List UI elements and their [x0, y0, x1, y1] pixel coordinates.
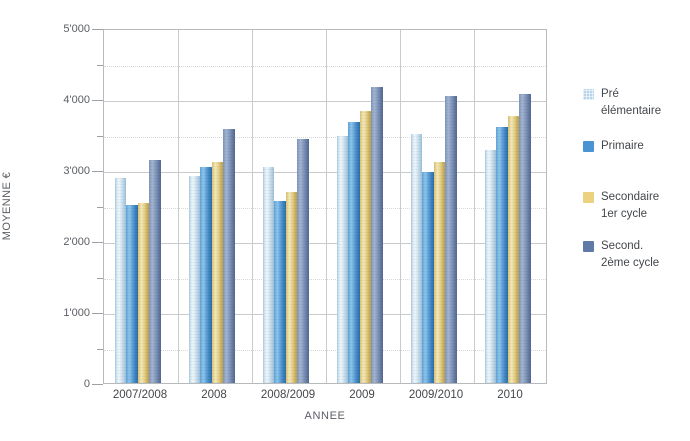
- category-separator: [474, 30, 475, 383]
- gridline-major: [104, 243, 546, 244]
- gridline-major: [104, 314, 546, 315]
- bar-2009-series-3: [371, 86, 383, 384]
- legend-swatch-icon: [583, 241, 594, 252]
- category-label: 2007/2008: [112, 389, 168, 401]
- legend-label: Secondaire 1er cycle: [601, 191, 660, 220]
- bar-2009-2010-series-0: [410, 134, 422, 383]
- gridline-minor: [104, 65, 546, 67]
- y-tick-minor: [97, 64, 103, 66]
- gridline-minor: [104, 278, 546, 280]
- y-axis-title: MOYENNE €: [1, 171, 13, 241]
- category-label: 2009: [349, 389, 375, 401]
- y-tick-major: [92, 242, 103, 243]
- bar-2008-series-3: [223, 129, 235, 383]
- y-tick-label: 4'000: [63, 94, 90, 106]
- bar-2010-series-3: [519, 94, 531, 383]
- category-label: 2008/2009: [260, 389, 316, 401]
- y-tick-major: [92, 313, 103, 314]
- gridline-minor: [104, 207, 546, 209]
- bar-2008-2009-series-3: [297, 139, 309, 383]
- bar-2010-series-2: [507, 115, 519, 384]
- bar-2010-series-0: [484, 149, 496, 384]
- plot-area: [103, 29, 547, 384]
- gridline-minor: [104, 349, 546, 351]
- legend-item-series-3: Second. 2ème cycle: [583, 238, 659, 272]
- x-axis-title: ANNEE: [304, 410, 346, 422]
- bar-2008-series-0: [188, 175, 200, 384]
- y-tick-minor: [97, 135, 103, 137]
- bar-2009-series-1: [348, 122, 360, 383]
- bar-2009-2010-series-2: [433, 162, 445, 383]
- bar-2008-2009-series-0: [262, 167, 274, 383]
- bar-2010-series-1: [496, 126, 508, 384]
- y-tick-label: 5'000: [63, 23, 90, 35]
- category-label: 2009/2010: [408, 389, 464, 401]
- y-tick-label: 2'000: [63, 236, 90, 248]
- category-label: 2008: [201, 389, 227, 401]
- y-tick-minor: [97, 348, 103, 350]
- bar-2007-2008-series-3: [149, 160, 161, 383]
- bar-2008-2009-series-2: [285, 192, 297, 383]
- legend-swatch-icon: [583, 141, 594, 152]
- category-separator: [178, 30, 179, 383]
- y-tick-major: [92, 100, 103, 101]
- legend-item-series-1: Primaire: [583, 138, 644, 155]
- category-label: 2010: [497, 389, 523, 401]
- legend-label: Primaire: [601, 140, 644, 152]
- y-tick-label: 0: [83, 378, 90, 390]
- legend-item-series-0: Pré élémentaire: [583, 86, 661, 120]
- bar-2007-2008-series-0: [114, 178, 126, 383]
- y-tick-minor: [97, 277, 103, 279]
- gridline-major: [104, 101, 546, 102]
- bar-2007-2008-series-2: [137, 202, 149, 384]
- bar-2008-2009-series-1: [274, 200, 286, 384]
- legend-label: Pré élémentaire: [601, 88, 662, 117]
- bar-2009-series-2: [359, 110, 371, 384]
- y-tick-major: [92, 171, 103, 172]
- legend-item-series-2: Secondaire 1er cycle: [583, 189, 659, 223]
- bar-2009-series-0: [336, 135, 348, 383]
- gridline-minor: [104, 136, 546, 138]
- category-separator: [400, 30, 401, 383]
- y-tick-major: [92, 384, 103, 385]
- legend-swatch-icon: [583, 192, 594, 203]
- bar-2009-2010-series-1: [422, 172, 434, 383]
- bar-2009-2010-series-3: [445, 95, 457, 384]
- y-tick-minor: [97, 206, 103, 208]
- y-tick-major: [92, 29, 103, 30]
- category-separator: [252, 30, 253, 383]
- bar-2008-series-1: [200, 167, 212, 383]
- y-tick-label: 3'000: [63, 165, 90, 177]
- category-separator: [326, 30, 327, 383]
- legend-swatch-icon: [583, 89, 594, 100]
- bar-2007-2008-series-1: [126, 205, 138, 383]
- bar-2008-series-2: [211, 162, 223, 383]
- gridline-major: [104, 172, 546, 173]
- y-tick-label: 1'000: [63, 307, 90, 319]
- legend-label: Second. 2ème cycle: [601, 240, 660, 269]
